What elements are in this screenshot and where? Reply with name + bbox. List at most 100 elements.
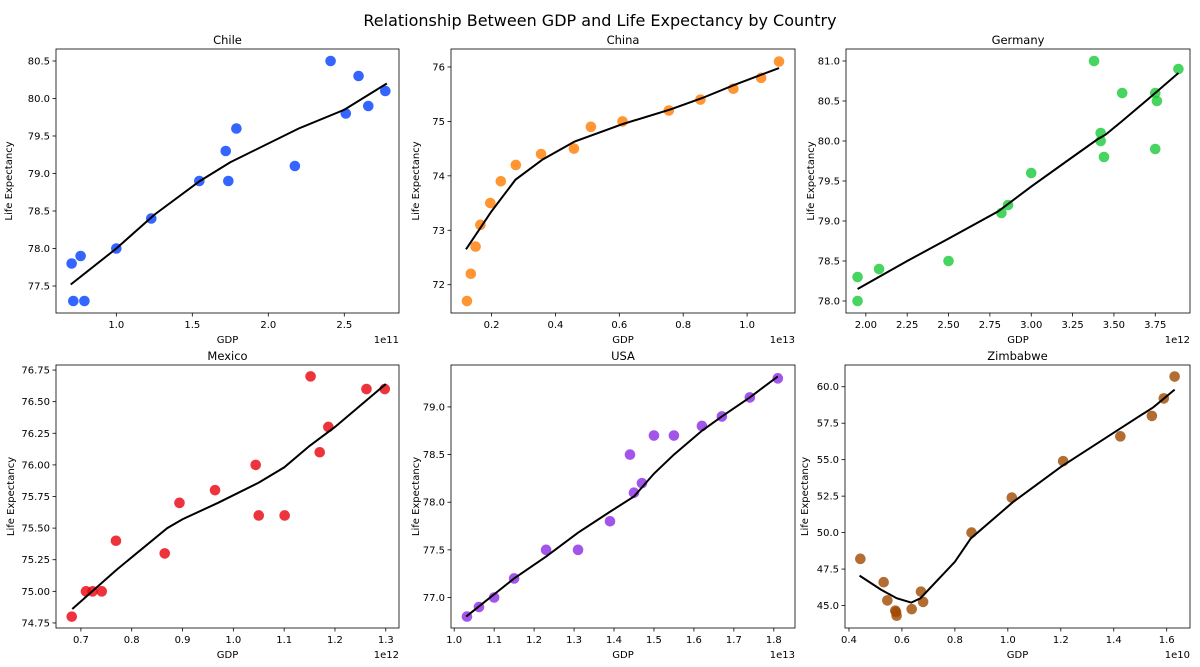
x-offset-label: 1e12 [374, 650, 399, 661]
x-tick-label: 3.50 [1103, 320, 1125, 331]
y-tick-label: 78.5 [423, 450, 445, 461]
y-tick-label: 76 [432, 62, 445, 73]
x-tick-label: 2.5 [336, 320, 352, 331]
data-point [1146, 410, 1158, 422]
data-point [305, 371, 316, 382]
x-tick-label: 1.1 [276, 635, 292, 646]
x-tick-label: 1.0 [739, 320, 755, 331]
data-point [852, 271, 863, 283]
y-axis-label: Life Expectancy [411, 457, 422, 536]
data-point [250, 459, 262, 471]
x-tick-label: 1.2 [1053, 635, 1069, 646]
y-tick-label: 75 [432, 117, 445, 128]
data-point [852, 295, 863, 307]
x-tick-label: 1.2 [327, 635, 343, 646]
x-tick-label: 1.0 [1000, 635, 1016, 646]
y-tick-label: 75.00 [21, 587, 50, 598]
data-point [568, 143, 580, 154]
data-point [68, 295, 79, 307]
x-tick-label: 3.75 [1144, 320, 1166, 331]
trend-line [859, 388, 1176, 604]
x-tick-label: 0.7 [73, 635, 89, 646]
data-point [279, 510, 290, 521]
data-point [220, 145, 232, 157]
x-tick-label: 0.4 [841, 635, 857, 646]
y-tick-label: 57.5 [817, 419, 839, 430]
data-point [604, 515, 616, 527]
x-axis-label: GDP [1007, 335, 1028, 346]
x-tick-label: 1.7 [726, 635, 742, 646]
y-tick-label: 76.00 [21, 460, 50, 471]
data-point [495, 175, 507, 187]
subplot-chile: Chile 1.0 1.5 2.0 2.5 77.5 78.0 78.5 79.0 79.5 80.… [4, 33, 400, 346]
data-point [624, 449, 636, 460]
y-tick-label: 73 [432, 226, 445, 237]
data-point [289, 160, 301, 172]
y-tick-label: 74.75 [21, 618, 50, 629]
x-tick-label: 1.4 [606, 635, 622, 646]
x-tick-label: 1.3 [378, 635, 394, 646]
x-tick-label: 1.5 [646, 635, 662, 646]
y-axis-label: Life Expectancy [4, 141, 15, 220]
data-point [253, 510, 265, 521]
x-tick-label: 0.2 [484, 320, 500, 331]
x-tick-label: 0.9 [175, 635, 191, 646]
axes-frame [450, 48, 796, 314]
subplot-title: China [607, 33, 640, 47]
subplot-zimbabwe: Zimbabwe 0.4 0.6 0.8 1.0 1.2 1.4 1.6 45.0 47.5 50.… [800, 349, 1191, 661]
data-point [535, 148, 547, 160]
x-tick-label: 0.4 [547, 320, 563, 331]
data-point [855, 553, 866, 565]
subplot-title: Chile [213, 33, 242, 47]
axes-frame [845, 48, 1191, 314]
x-tick-label: 2.75 [979, 320, 1001, 331]
subplot-title: USA [611, 349, 635, 363]
y-tick-label: 79.0 [818, 217, 840, 228]
y-tick-label: 77.5 [28, 282, 50, 293]
y-tick-label: 78.0 [423, 498, 445, 509]
y-tick-label: 75.75 [21, 492, 50, 503]
y-tick-label: 76.50 [21, 397, 50, 408]
trend-line [70, 82, 388, 286]
x-offset-label: 1e11 [374, 335, 399, 346]
data-point [1115, 431, 1126, 442]
data-point [572, 544, 584, 556]
data-point [510, 159, 522, 171]
x-tick-label: 1.3 [566, 635, 582, 646]
x-offset-label: 1e13 [770, 650, 795, 661]
figure-title: Relationship Between GDP and Life Expect… [363, 11, 836, 30]
y-tick-label: 45.0 [817, 601, 839, 612]
y-tick-label: 80.0 [28, 94, 50, 105]
data-point [325, 55, 336, 67]
y-tick-label: 81.0 [818, 57, 840, 68]
x-tick-label: 1.4 [1106, 635, 1122, 646]
y-tick-label: 77.5 [423, 545, 445, 556]
data-point [470, 241, 481, 252]
data-point [1088, 55, 1100, 67]
y-tick-label: 74 [432, 171, 445, 182]
data-point [668, 430, 680, 441]
x-tick-label: 3.00 [1020, 320, 1042, 331]
x-tick-label: 1.0 [108, 320, 124, 331]
x-tick-label: 0.8 [675, 320, 691, 331]
data-point [363, 100, 374, 112]
y-tick-label: 76.25 [21, 429, 50, 440]
data-point [540, 544, 552, 556]
data-point [1169, 371, 1180, 382]
data-point [66, 611, 78, 622]
x-axis-label: GDP [612, 335, 633, 346]
x-tick-label: 0.6 [611, 320, 627, 331]
x-tick-label: 1.0 [446, 635, 462, 646]
x-tick-label: 1.6 [686, 635, 702, 646]
y-tick-label: 60.0 [817, 382, 839, 393]
y-tick-label: 79.5 [818, 177, 840, 188]
y-tick-label: 72 [432, 280, 445, 291]
x-tick-label: 2.00 [855, 320, 877, 331]
data-point [1116, 87, 1128, 99]
x-offset-label: 1e12 [1165, 335, 1190, 346]
y-tick-label: 80.5 [818, 97, 840, 108]
data-point [314, 446, 326, 458]
data-point [488, 592, 500, 603]
x-offset-label: 1e10 [1165, 650, 1190, 661]
